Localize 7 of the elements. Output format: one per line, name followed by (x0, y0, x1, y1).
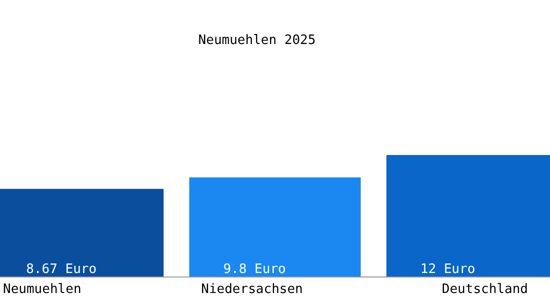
x-tick-label: Deutschland (442, 282, 528, 297)
x-tick-label: Neumuehlen (3, 282, 82, 297)
data-label: 12 Euro (420, 262, 476, 277)
data-label: 9.8 Euro (223, 262, 286, 277)
x-tick-label: Niedersachsen (201, 282, 303, 297)
chart-title: Neumuehlen 2025 (198, 33, 316, 48)
data-label: 8.67 Euro (26, 262, 97, 277)
